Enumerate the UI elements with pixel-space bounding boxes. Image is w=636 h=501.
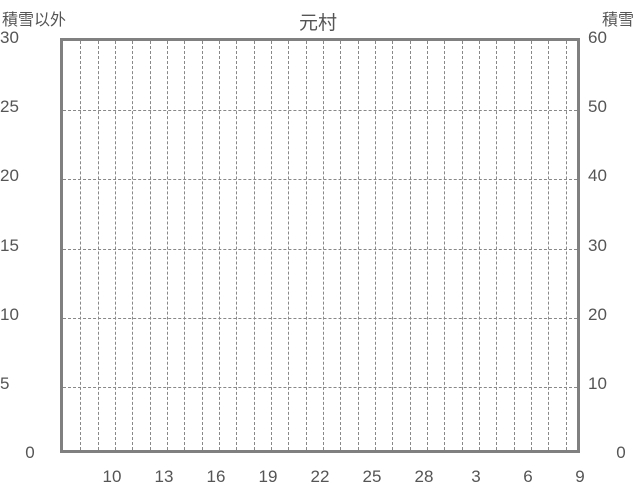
horizontal-gridline — [63, 179, 577, 180]
vertical-gridline — [496, 41, 497, 450]
vertical-gridline — [410, 41, 411, 450]
y-tick-label-left-25: 25 — [0, 97, 47, 117]
horizontal-gridline — [63, 318, 577, 319]
vertical-gridline — [566, 41, 567, 450]
horizontal-gridline — [63, 387, 577, 388]
vertical-gridline — [427, 41, 428, 450]
vertical-gridline — [323, 41, 324, 450]
vertical-gridline — [306, 41, 307, 450]
x-tick-label-6: 6 — [523, 467, 532, 487]
x-tick-label-19: 19 — [259, 467, 278, 487]
vertical-gridline — [115, 41, 116, 450]
x-tick-label-10: 10 — [103, 467, 122, 487]
y-tick-label-right-40: 40 — [588, 166, 607, 186]
vertical-gridline — [340, 41, 341, 450]
right-axis-label: 積雪 — [602, 6, 634, 30]
left-axis-label: 積雪以外 — [2, 6, 66, 30]
vertical-gridline — [548, 41, 549, 450]
x-tick-label-13: 13 — [155, 467, 174, 487]
y-tick-label-right-50: 50 — [588, 97, 607, 117]
vertical-gridline — [236, 41, 237, 450]
y-tick-label-left-20: 20 — [0, 166, 47, 186]
horizontal-gridline — [63, 249, 577, 250]
x-tick-label-22: 22 — [311, 467, 330, 487]
zero-label-left: 0 — [25, 443, 34, 463]
y-tick-label-right-30: 30 — [588, 236, 607, 256]
y-tick-label-right-10: 10 — [588, 374, 607, 394]
vertical-gridline — [392, 41, 393, 450]
vertical-gridline — [479, 41, 480, 450]
vertical-gridline — [202, 41, 203, 450]
vertical-gridline — [271, 41, 272, 450]
vertical-gridline — [444, 41, 445, 450]
zero-label-right: 0 — [616, 443, 625, 463]
y-tick-label-right-60: 60 — [588, 28, 607, 48]
y-tick-label-left-30: 30 — [0, 28, 47, 48]
plot-area — [60, 38, 580, 453]
vertical-gridline — [254, 41, 255, 450]
vertical-gridline — [132, 41, 133, 450]
y-axis-right: 10 20 30 40 50 60 — [580, 38, 636, 453]
vertical-gridline — [462, 41, 463, 450]
vertical-gridline — [219, 41, 220, 450]
vertical-gridline — [80, 41, 81, 450]
chart-container: 元村 積雪以外 積雪 5 10 15 20 25 30 10 20 30 40 50 60 10 13… — [0, 0, 636, 501]
vertical-gridline — [167, 41, 168, 450]
x-tick-label-9: 9 — [575, 467, 584, 487]
x-tick-label-25: 25 — [363, 467, 382, 487]
x-tick-label-28: 28 — [415, 467, 434, 487]
y-tick-label-left-10: 10 — [0, 305, 47, 325]
y-tick-label-left-15: 15 — [0, 236, 47, 256]
vertical-gridline — [288, 41, 289, 450]
vertical-gridline — [375, 41, 376, 450]
x-axis: 10 13 16 19 22 25 28 3 6 9 — [60, 453, 580, 493]
y-tick-label-right-20: 20 — [588, 305, 607, 325]
vertical-gridline — [150, 41, 151, 450]
vertical-gridline — [358, 41, 359, 450]
x-tick-label-3: 3 — [471, 467, 480, 487]
y-axis-left: 5 10 15 20 25 30 — [0, 38, 55, 453]
vertical-gridline — [184, 41, 185, 450]
y-tick-label-left-5: 5 — [0, 374, 47, 394]
chart-title: 元村 — [0, 8, 636, 35]
vertical-gridline — [531, 41, 532, 450]
vertical-gridline — [98, 41, 99, 450]
x-tick-label-16: 16 — [207, 467, 226, 487]
horizontal-gridline — [63, 110, 577, 111]
vertical-gridline — [514, 41, 515, 450]
